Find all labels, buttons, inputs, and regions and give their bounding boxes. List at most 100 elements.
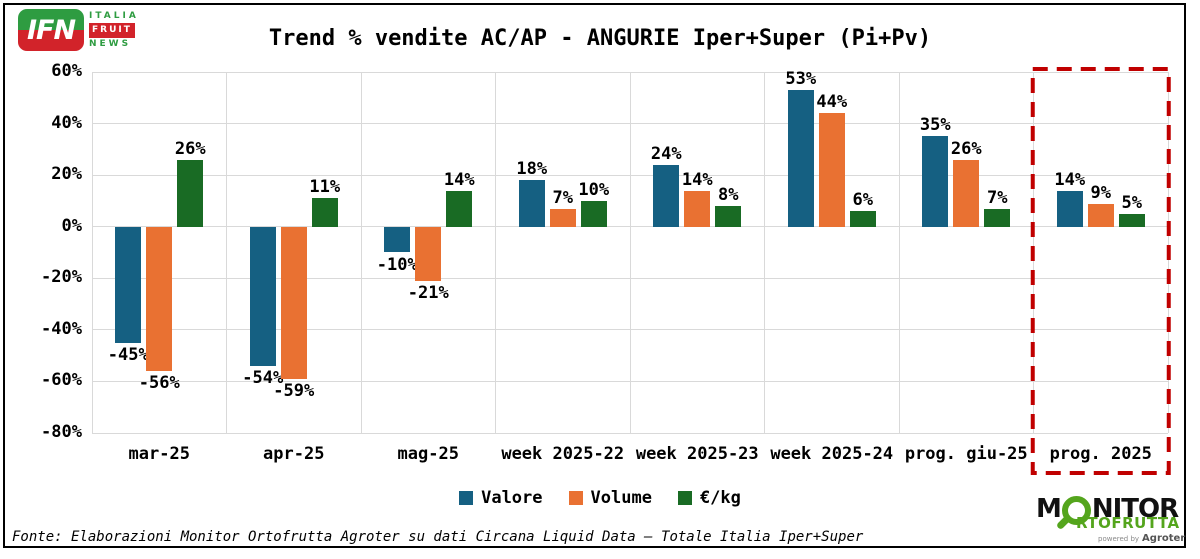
legend-swatch-icon <box>677 491 692 505</box>
bar <box>715 206 742 227</box>
bar <box>653 164 680 227</box>
x-axis-label: mag-25 <box>397 444 459 464</box>
y-axis-label: -80% <box>41 422 82 442</box>
y-axis-label: 40% <box>51 112 82 133</box>
legend-item: Valore <box>459 488 543 508</box>
monitor-logo-line1: M NITOR <box>1036 493 1190 531</box>
magnifier-icon <box>1055 496 1091 531</box>
bar <box>311 198 338 227</box>
x-axis-label: week 2025-24 <box>770 444 894 464</box>
ifn-logo-monogram: IFN <box>26 14 76 46</box>
powered-by-label: powered by <box>1098 535 1140 543</box>
bar <box>984 208 1011 227</box>
monitor-logo-nitor: NITOR <box>1091 493 1179 524</box>
bar-value-label: 44% <box>816 92 848 113</box>
y-axis-label: 20% <box>51 164 82 185</box>
bar-value-label: 10% <box>578 179 610 200</box>
bar-value-label: 26% <box>950 138 982 159</box>
chart-legend: Valore Volume €/kg <box>0 488 1200 508</box>
x-axis-label: apr-25 <box>263 444 325 464</box>
bar <box>580 200 607 227</box>
gridline-vertical <box>226 72 227 433</box>
legend-swatch-icon <box>568 491 583 505</box>
gridline-vertical <box>898 72 900 433</box>
figure-border <box>3 3 1186 548</box>
x-axis-label: week 2025-22 <box>501 444 625 464</box>
bar-value-label: 26% <box>174 138 206 159</box>
bar-value-label: -45% <box>107 344 149 365</box>
bar <box>249 226 276 366</box>
bar-value-label: 6% <box>852 190 873 211</box>
ifn-word-italia: ITALIA <box>89 10 139 21</box>
bar <box>518 180 545 227</box>
gridline-vertical <box>91 72 93 433</box>
bar-value-label: 24% <box>650 143 682 164</box>
bar-value-label: 53% <box>785 69 817 90</box>
chart-title: Trend % vendite AC/AP - ANGURIE Iper+Sup… <box>268 26 932 51</box>
y-axis-label: 60% <box>51 61 82 81</box>
legend-item: Volume <box>568 488 652 508</box>
bar-value-label: -54% <box>242 367 284 388</box>
bar-value-label: 14% <box>681 169 713 190</box>
monitor-ortofrutta-logo: M NITOR RTOFRUTTA powered by Agroter <box>1036 494 1190 544</box>
bar-value-label: 18% <box>516 159 548 180</box>
y-axis-label: -40% <box>41 318 82 339</box>
bar <box>280 226 307 379</box>
source-note: Fonte: Elaborazioni Monitor Ortofrutta A… <box>12 529 864 545</box>
bar <box>953 159 980 227</box>
bar-value-label: 11% <box>309 177 341 198</box>
gridline-horizontal <box>92 432 1168 434</box>
legend-label: Valore <box>481 488 543 508</box>
bar-value-label: -21% <box>407 282 449 303</box>
ifn-word-news: NEWS <box>89 38 132 49</box>
bar <box>177 159 204 227</box>
bar <box>115 226 142 343</box>
bar <box>1118 213 1145 227</box>
x-axis-label: prog. giu-25 <box>904 444 1028 464</box>
gridline-vertical <box>495 72 496 433</box>
bar <box>818 113 845 227</box>
ifn-logo-badge: IFN <box>18 9 84 51</box>
bar <box>787 90 814 227</box>
legend-item: €/kg <box>677 488 741 508</box>
legend-swatch-icon <box>459 491 474 505</box>
monitor-logo-line2: RTOFRUTTA <box>1076 514 1180 532</box>
bar-value-label: 5% <box>1121 192 1142 213</box>
bar <box>384 226 411 253</box>
bar-value-label: 7% <box>552 187 573 208</box>
ifn-logo-words: ITALIA FRUIT NEWS <box>89 10 139 51</box>
x-axis-label: prog. 2025 <box>1049 444 1152 464</box>
y-axis-label: -60% <box>41 370 82 391</box>
legend-label: €/kg <box>699 488 741 508</box>
bar-value-label: 14% <box>443 169 475 190</box>
bar <box>684 190 711 227</box>
bar <box>446 190 473 227</box>
bar <box>415 226 442 281</box>
y-axis-label: 0% <box>61 215 82 236</box>
x-axis-label: mar-25 <box>128 444 190 464</box>
bar <box>849 211 876 227</box>
ifn-word-fruit: FRUIT <box>89 22 135 38</box>
bar-value-label: 7% <box>987 187 1008 208</box>
legend-label: Volume <box>590 488 652 508</box>
bar <box>922 136 949 227</box>
gridline-vertical <box>764 72 765 433</box>
bar-value-label: -10% <box>376 254 418 275</box>
gridline-vertical <box>1033 72 1034 433</box>
bar-value-label: -59% <box>273 380 315 401</box>
gridline-vertical <box>629 72 631 433</box>
monitor-logo-m: M <box>1036 493 1062 524</box>
agroter-brand: Agroter <box>1142 533 1186 544</box>
y-axis-label: -20% <box>41 267 82 288</box>
bar-value-label: 35% <box>919 115 951 136</box>
gridline-vertical <box>1167 72 1169 433</box>
gridline-vertical <box>360 72 362 433</box>
x-axis-label: week 2025-23 <box>635 444 759 464</box>
bar <box>146 226 173 372</box>
bar <box>549 208 576 227</box>
ifn-logo: IFN ITALIA FRUIT NEWS <box>18 9 139 51</box>
bar-value-label: -56% <box>138 373 180 394</box>
bar-value-label: 8% <box>718 185 739 206</box>
monitor-logo-powered: powered by Agroter <box>1098 534 1190 544</box>
